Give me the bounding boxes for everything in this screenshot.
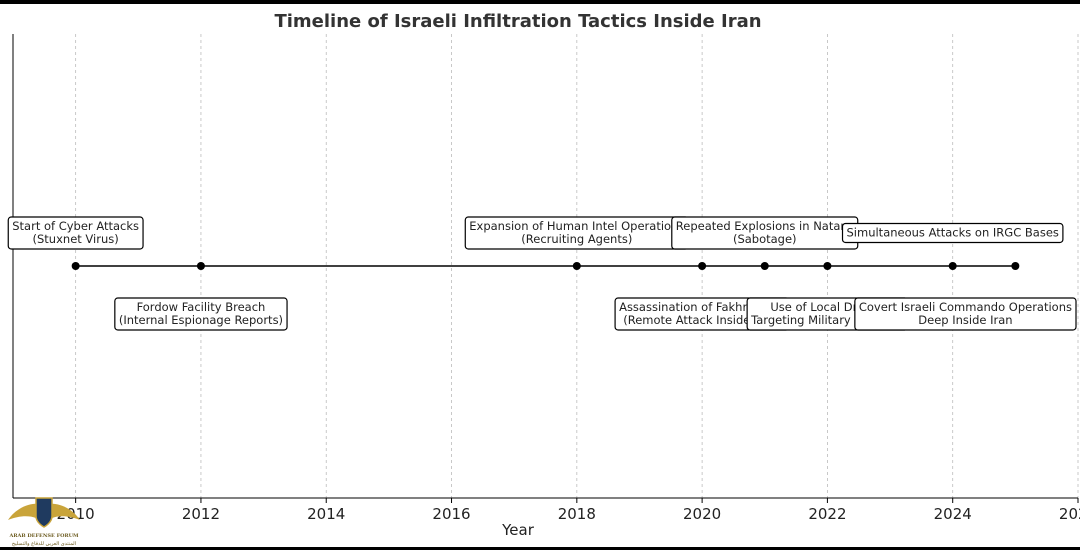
event-label-text: (Stuxnet Virus) <box>33 232 119 246</box>
grid-layer <box>75 34 1079 498</box>
event-label-text: Repeated Explosions in Natanz <box>676 219 854 233</box>
x-tick-label-2022: 2022 <box>808 505 846 523</box>
labels-layer: Start of Cyber Attacks(Stuxnet Virus) For… <box>7 216 1077 331</box>
event-label-2020: Assassination of Fakhrizadeh(Remote Atta… <box>614 297 790 331</box>
x-tick-label-2026: 2026 <box>1059 505 1080 523</box>
logo-text: ARAB DEFENSE FORUM <box>8 533 79 539</box>
ticks-layer: 201020122014201620182020202220242026 <box>57 498 1080 523</box>
x-tick-label-2012: 2012 <box>182 505 220 523</box>
timeline-layer <box>71 262 1020 270</box>
event-marker-2012 <box>196 262 205 270</box>
logo-shield <box>35 497 53 528</box>
event-label-text: (Sabotage) <box>733 232 797 246</box>
x-tick-label-2024: 2024 <box>934 505 972 523</box>
event-label-text: Deep Inside Iran <box>918 313 1012 327</box>
x-tick-label-2020: 2020 <box>683 505 721 523</box>
event-marker-2020 <box>698 262 707 270</box>
event-label-2024: Simultaneous Attacks on IRGC Bases <box>841 222 1064 244</box>
event-marker-2025 <box>1011 262 1020 270</box>
event-label-text: Simultaneous Attacks on IRGC Bases <box>847 226 1059 240</box>
event-label-text: (Recruiting Agents) <box>521 232 632 246</box>
event-label-text: Expansion of Human Intel Operations <box>469 219 684 233</box>
event-label-box <box>7 216 144 250</box>
event-label-2018: Expansion of Human Intel Operations(Recr… <box>464 216 689 250</box>
x-tick-label-2016: 2016 <box>432 505 470 523</box>
x-tick-label-2014: 2014 <box>307 505 345 523</box>
logo-subtext: المنتدى العربي للدفاع والتسليح <box>12 541 76 547</box>
top-border <box>0 0 1080 4</box>
event-label-box <box>854 297 1077 331</box>
logo-wing-right <box>46 503 80 520</box>
event-marker-2022 <box>823 262 832 270</box>
event-label-text: (Remote Attack Inside Iran) <box>623 313 781 327</box>
chart-title: Timeline of Israeli Infiltration Tactics… <box>274 11 761 32</box>
event-marker-2021 <box>760 262 769 270</box>
event-label-text: Assassination of Fakhrizadeh <box>619 300 785 314</box>
event-label-2021: Repeated Explosions in Natanz(Sabotage) <box>671 216 859 250</box>
event-label-text: Covert Israeli Commando Operations <box>859 300 1072 314</box>
event-marker-2010 <box>71 262 80 270</box>
x-tick-label-2018: 2018 <box>558 505 596 523</box>
event-label-text: Start of Cyber Attacks <box>12 219 139 233</box>
bottom-border <box>0 547 1080 550</box>
event-marker-2018 <box>572 262 581 270</box>
event-label-box <box>114 297 288 331</box>
event-label-text: Fordow Facility Breach <box>137 300 266 314</box>
x-axis-label: Year <box>501 521 535 539</box>
event-label-2012: Fordow Facility Breach(Internal Espionag… <box>114 297 288 331</box>
logo-wing-left <box>8 503 42 520</box>
event-label-2010: Start of Cyber Attacks(Stuxnet Virus) <box>7 216 144 250</box>
event-label-text: (Internal Espionage Reports) <box>119 313 283 327</box>
event-label-box <box>841 222 1064 244</box>
event-marker-2024 <box>948 262 957 270</box>
arab-defense-forum-logo: ARAB DEFENSE FORUM المنتدى العربي للدفاع… <box>8 497 80 547</box>
